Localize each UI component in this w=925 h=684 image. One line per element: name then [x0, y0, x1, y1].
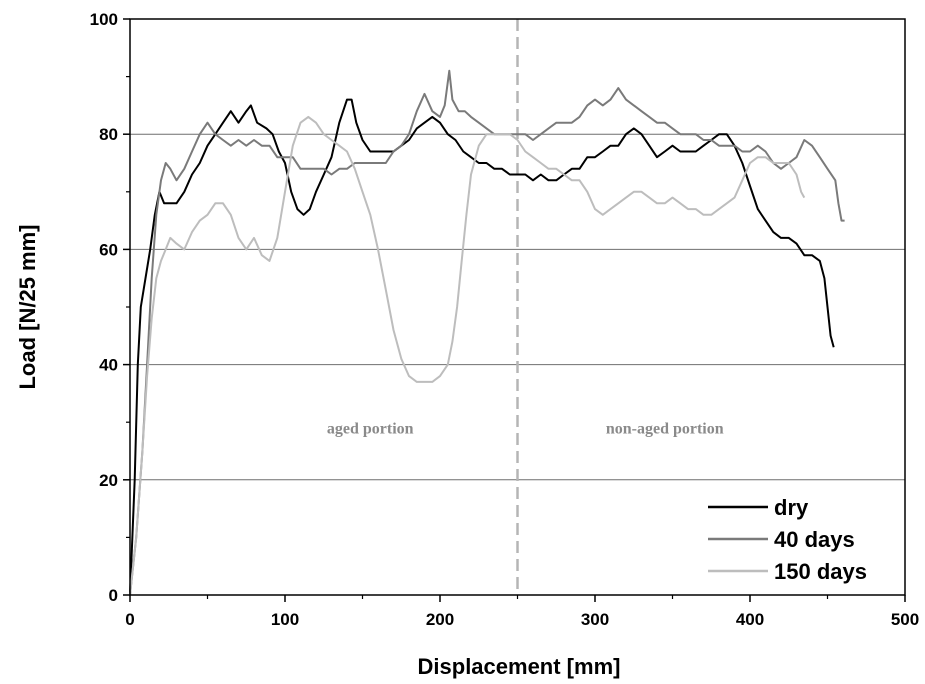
annotation-aged-portion: aged portion [327, 421, 414, 438]
x-tick-label: 300 [581, 610, 609, 629]
legend-label-40-days: 40 days [774, 527, 855, 552]
x-tick-label: 100 [271, 610, 299, 629]
series-lines [129, 69, 845, 596]
annotations: aged portion non-aged portion [327, 421, 724, 438]
legend-label-150-days: 150 days [774, 559, 867, 584]
y-tick-label: 20 [99, 471, 118, 490]
legend-label-dry: dry [774, 495, 809, 520]
x-tick-label: 400 [736, 610, 764, 629]
x-tick-label: 0 [125, 610, 134, 629]
y-tick-label: 40 [99, 356, 118, 375]
series-line-150-days [129, 115, 806, 596]
y-tick-label: 60 [99, 240, 118, 259]
legend: dry 40 days 150 days [708, 495, 867, 584]
series-line-40-days [129, 69, 845, 596]
series-line-dry [129, 98, 835, 596]
x-axis-title: Displacement [mm] [418, 654, 621, 679]
ticks: 0 100 200 300 400 500 0 20 40 60 80 100 [90, 10, 920, 629]
annotation-non-aged-portion: non-aged portion [606, 421, 724, 438]
x-tick-label: 200 [426, 610, 454, 629]
y-tick-label: 0 [109, 586, 118, 605]
y-tick-label: 100 [90, 10, 118, 29]
y-tick-label: 80 [99, 125, 118, 144]
x-tick-label: 500 [891, 610, 919, 629]
y-axis-title: Load [N/25 mm] [15, 224, 40, 389]
